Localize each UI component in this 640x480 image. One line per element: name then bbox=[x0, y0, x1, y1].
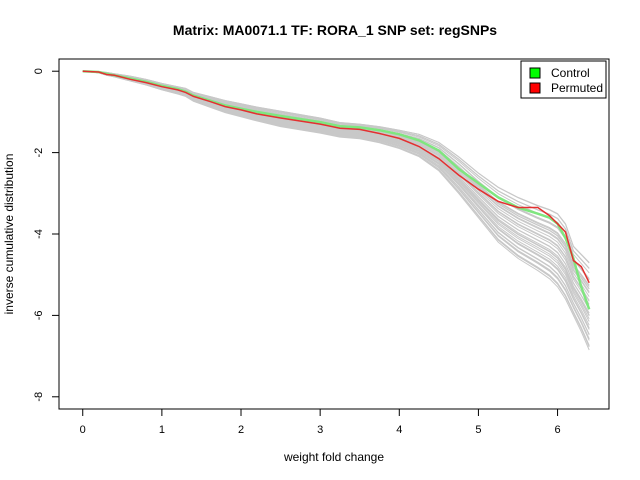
background-curve-11 bbox=[82, 70, 590, 301]
background-curve-24 bbox=[82, 70, 590, 305]
background-curve-37 bbox=[82, 70, 590, 347]
series-lines bbox=[82, 69, 591, 310]
background-curve-38 bbox=[82, 70, 590, 346]
background-curve-17 bbox=[82, 70, 590, 289]
x-axis: 0 1 2 3 4 5 6 bbox=[80, 408, 561, 436]
background-curve-25 bbox=[82, 70, 590, 317]
background-curve-35 bbox=[82, 70, 590, 336]
y-axis: 0 -2 -4 -6 -8 bbox=[33, 68, 60, 402]
y-axis-label: inverse cumulative distribution bbox=[2, 154, 16, 315]
background-curve-20 bbox=[82, 70, 590, 297]
x-axis-label: weight fold change bbox=[283, 450, 384, 464]
series-line-control bbox=[82, 69, 591, 310]
y-tick-label: -2 bbox=[33, 148, 45, 158]
x-tick-label: 6 bbox=[554, 424, 560, 436]
legend-label-permuted: Permuted bbox=[551, 81, 603, 95]
background-curve-16 bbox=[82, 70, 590, 293]
background-curve-19 bbox=[82, 70, 590, 314]
y-tick-label: 0 bbox=[33, 68, 45, 74]
background-curve-29 bbox=[82, 70, 590, 330]
x-tick-label: 3 bbox=[317, 424, 323, 436]
background-curve-28 bbox=[82, 70, 590, 316]
background-curve-26 bbox=[82, 70, 590, 330]
series-line-permuted bbox=[82, 70, 590, 284]
background-curve-9 bbox=[82, 70, 590, 274]
background-curve-23 bbox=[82, 70, 590, 316]
background-curve-18 bbox=[82, 70, 590, 310]
background-curve-30 bbox=[82, 70, 590, 335]
x-tick-label: 0 bbox=[80, 424, 86, 436]
x-tick-label: 1 bbox=[159, 424, 165, 436]
background-curve-12 bbox=[82, 70, 590, 290]
legend-label-control: Control bbox=[551, 66, 590, 80]
background-curve-15 bbox=[82, 70, 590, 310]
background-curve-40 bbox=[82, 70, 590, 351]
background-band bbox=[82, 70, 590, 351]
background-curve-39 bbox=[82, 70, 590, 348]
y-tick-label: -6 bbox=[33, 311, 45, 321]
background-curve-21 bbox=[82, 70, 590, 302]
y-tick-label: -8 bbox=[33, 392, 45, 402]
background-curve-22 bbox=[82, 70, 590, 322]
x-tick-label: 5 bbox=[475, 424, 481, 436]
x-tick-label: 2 bbox=[238, 424, 244, 436]
legend: Control Permuted bbox=[520, 60, 607, 99]
chart-title: Matrix: MA0071.1 TF: RORA_1 SNP set: reg… bbox=[173, 22, 497, 38]
background-curve-6 bbox=[82, 70, 590, 269]
legend-swatch-permuted bbox=[529, 82, 541, 94]
background-curve-7 bbox=[82, 70, 590, 286]
background-curve-14 bbox=[82, 70, 590, 294]
x-tick-label: 4 bbox=[396, 424, 402, 436]
background-curve-4 bbox=[82, 70, 590, 281]
y-tick-label: -4 bbox=[33, 229, 45, 239]
legend-swatch-control bbox=[529, 67, 541, 79]
background-curve-5 bbox=[82, 70, 590, 269]
background-curve-31 bbox=[82, 70, 590, 326]
background-curve-2 bbox=[82, 70, 590, 264]
